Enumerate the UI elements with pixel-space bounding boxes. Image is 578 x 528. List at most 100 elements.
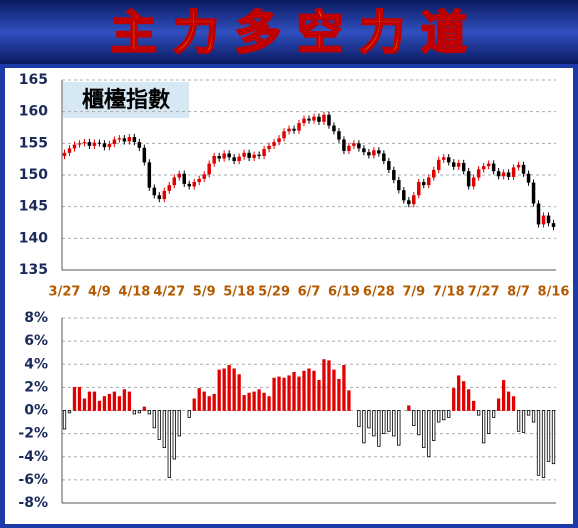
x-tick-label: 5/9 [193,285,216,300]
candle-body [337,131,341,140]
candle-body [277,138,281,143]
x-tick-label: 5/18 [223,285,255,300]
candle-body [232,157,236,162]
candle-body [142,147,147,163]
candle-body [541,215,546,225]
bar [257,389,261,411]
candle-body [352,143,356,146]
candle-body [417,181,421,196]
candle-body [476,169,481,178]
bar [132,410,137,415]
candle-body [446,157,451,163]
bar [82,398,87,411]
bar [442,410,446,421]
candle-body [237,156,241,162]
candle-body [302,118,306,124]
bar [192,398,196,411]
candle-body [287,128,291,132]
bar [262,392,266,411]
candle-body [367,152,371,156]
bar [491,410,496,418]
candle-body [427,177,431,186]
bar [302,370,306,411]
bar [92,391,97,411]
candle-body [172,177,177,186]
y-tick-label: -2% [18,426,48,442]
x-tick-label: 3/27 [49,285,81,300]
bar [227,365,231,411]
bar [147,410,151,415]
candle-body [137,142,142,148]
y-tick-label: 155 [19,135,48,151]
candle-body [441,157,446,160]
bar [137,410,141,414]
candle-body [282,131,286,139]
candle-body [521,164,526,174]
y-tick-label: -6% [18,472,48,488]
bar [511,396,516,411]
y-tick-label: 145 [19,199,48,215]
candle-body [322,114,326,122]
candle-body [152,187,157,196]
bar [342,365,346,411]
candle-body [491,163,496,172]
bar [417,410,421,436]
bar [357,410,361,428]
bar [172,410,176,460]
candle-body [77,143,82,145]
candle-body [162,190,167,200]
bar [422,410,426,448]
x-tick-label: 8/16 [538,285,570,300]
bar [447,410,451,418]
bar [347,390,351,411]
y-tick-label: 0% [24,403,48,419]
candle-body [247,152,251,158]
bar [77,386,82,411]
candle-body [317,116,321,122]
candle-body [62,152,67,156]
candle-body [357,143,361,149]
x-tick-label: 7/9 [402,285,425,300]
bar [222,368,226,411]
bar [327,360,331,411]
bar [212,393,216,411]
bar [496,398,501,411]
candle-body [197,178,201,182]
bar [207,396,211,411]
candle-body [312,116,316,121]
x-tick-label: 4/9 [88,285,111,300]
y-tick-label: 8% [24,310,48,326]
bar [237,374,241,411]
bar [162,410,166,448]
candle-body [342,139,346,151]
candle-body [461,162,466,172]
bar [312,370,316,411]
bar [536,410,541,476]
candle-body [132,137,137,143]
bar [247,392,251,411]
candle-body [147,162,152,188]
bar [242,395,246,411]
x-tick-label: 7/27 [468,285,500,300]
candle-body [92,142,97,146]
candle-body [397,180,401,191]
bar [516,410,521,432]
bar [332,369,336,411]
candle-body [187,183,191,187]
bar [167,410,171,478]
candle-body [202,174,206,179]
x-tick-label: 5/29 [258,285,290,300]
candle-body [486,163,491,167]
bar [521,410,526,433]
x-tick-label: 6/28 [363,285,395,300]
candle-body [297,123,301,131]
y-tick-label: 140 [19,230,48,246]
bar [481,410,486,444]
bar [541,410,546,478]
x-tick-label: 7/18 [433,285,465,300]
candle-body [372,150,376,156]
bar [217,369,221,411]
candle-body [67,148,72,153]
bar [546,410,551,462]
candle-body [362,148,366,153]
